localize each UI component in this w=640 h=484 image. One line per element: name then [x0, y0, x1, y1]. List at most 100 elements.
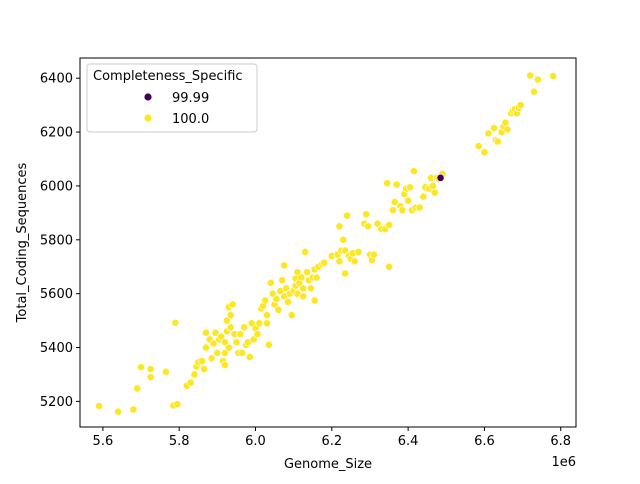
data-point	[484, 129, 493, 138]
data-point	[264, 340, 273, 349]
data-point	[232, 338, 241, 347]
data-point	[301, 248, 310, 256]
data-point	[240, 323, 248, 332]
data-point	[373, 219, 382, 228]
data-point	[526, 71, 535, 80]
data-point	[224, 343, 233, 352]
data-point	[474, 142, 483, 150]
data-point	[146, 365, 155, 373]
data-point	[341, 246, 350, 255]
data-point	[228, 300, 237, 309]
legend-title: Completeness_Specific	[93, 69, 243, 84]
plot-frame	[79, 57, 577, 428]
y-axis-ticks: 5200 5400 5600 5800 6000 6200 6400	[40, 72, 80, 410]
data-point	[255, 319, 264, 328]
data-point	[253, 330, 262, 338]
data-point	[213, 349, 222, 357]
y-tick-label: 5200	[40, 395, 73, 410]
data-point	[236, 330, 245, 338]
data-point	[490, 124, 498, 132]
data-point	[133, 384, 142, 393]
data-point	[320, 258, 329, 267]
x-tick-label: 6.4	[398, 434, 419, 449]
data-point	[299, 284, 308, 293]
x-tick-label: 5.8	[169, 434, 190, 449]
data-point	[385, 221, 393, 229]
x-axis-title: Genome_Size	[284, 457, 372, 472]
data-point	[114, 407, 123, 416]
data-point	[221, 338, 229, 347]
data-point	[200, 365, 208, 373]
legend-box	[86, 63, 258, 133]
data-point	[274, 305, 283, 314]
x-tick-label: 5.6	[93, 434, 114, 449]
data-point	[501, 118, 510, 127]
data-point	[222, 316, 231, 325]
x-axis-ticks: 5.6 5.8 6.0 6.2 6.4 6.6 6.8	[93, 427, 571, 449]
data-point	[263, 319, 271, 328]
data-point	[245, 353, 254, 361]
data-point	[226, 311, 235, 320]
data-point	[287, 311, 296, 320]
data-point	[278, 276, 287, 285]
y-tick-label: 5400	[40, 341, 73, 356]
y-tick-label: 6000	[40, 179, 73, 194]
data-point	[266, 278, 275, 287]
y-tick-label: 5600	[40, 287, 73, 302]
data-point	[211, 328, 220, 337]
data-point	[221, 361, 229, 369]
data-point	[261, 296, 269, 305]
data-point	[202, 328, 210, 337]
data-point	[383, 179, 392, 188]
data-point	[310, 296, 319, 305]
data-point	[398, 206, 407, 215]
data-point	[480, 148, 489, 157]
data-point	[209, 339, 218, 348]
y-axis-title: Total_Coding_Sequences	[15, 162, 30, 323]
legend-marker-99-99	[144, 93, 152, 101]
data-point	[280, 261, 289, 270]
data-point	[364, 222, 372, 231]
data-point	[303, 268, 311, 277]
data-point	[186, 378, 195, 387]
y-tick-label: 6200	[40, 126, 73, 141]
data-point	[392, 180, 401, 189]
data-point	[249, 335, 258, 344]
data-point	[404, 196, 413, 205]
data-point	[429, 182, 437, 190]
data-point	[207, 354, 216, 363]
data-point	[369, 250, 378, 259]
data-point	[238, 349, 247, 357]
data-point	[436, 173, 445, 182]
data-point	[263, 311, 271, 320]
x-tick-label: 6.0	[245, 434, 266, 449]
data-point	[406, 183, 414, 192]
legend: Completeness_Specific 99.99 100.0	[86, 63, 258, 133]
data-point	[306, 284, 315, 293]
data-point	[268, 289, 277, 298]
legend-label-99-99: 99.99	[172, 91, 209, 106]
data-point	[390, 198, 399, 206]
data-point	[247, 319, 256, 328]
data-point	[503, 125, 512, 134]
data-point	[293, 268, 302, 277]
data-point	[388, 206, 397, 215]
data-point	[272, 295, 281, 303]
data-point	[137, 363, 145, 372]
data-point	[161, 367, 170, 376]
data-point	[95, 402, 103, 410]
data-point	[129, 405, 138, 414]
data-point	[171, 318, 180, 327]
y-tick-label: 5800	[40, 233, 73, 248]
data-point	[284, 297, 292, 306]
data-point	[409, 167, 418, 176]
x-tick-label: 6.2	[321, 434, 342, 449]
data-point	[217, 332, 226, 341]
data-point	[350, 257, 359, 266]
data-point	[533, 75, 542, 84]
data-point	[221, 349, 229, 357]
data-point	[335, 257, 344, 266]
data-point	[146, 373, 155, 382]
data-point	[297, 273, 306, 282]
